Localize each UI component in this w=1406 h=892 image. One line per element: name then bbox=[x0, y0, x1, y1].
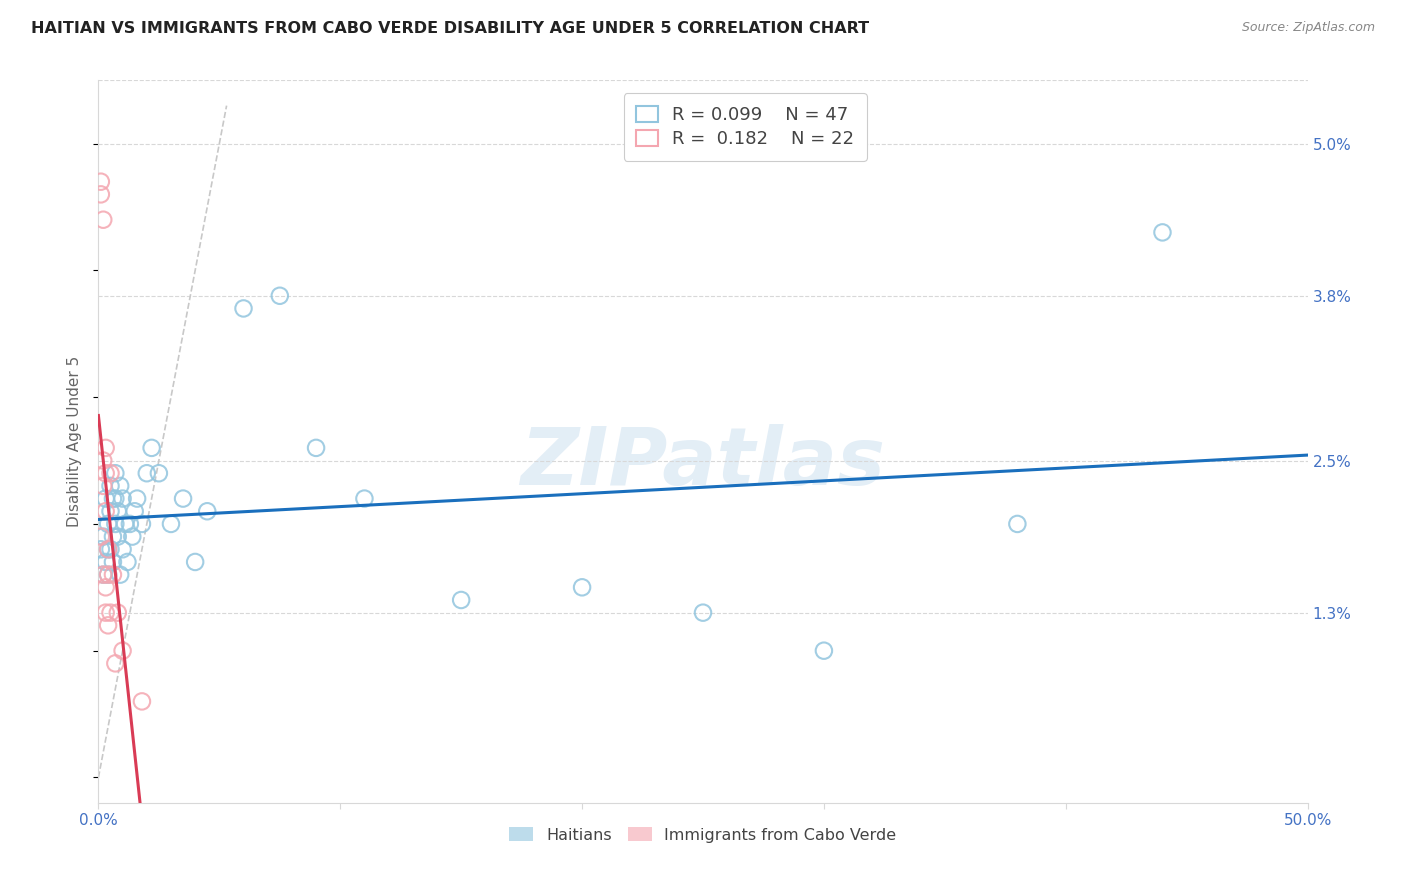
Point bbox=[107, 504, 129, 518]
Point bbox=[269, 289, 291, 303]
Point bbox=[692, 606, 714, 620]
Text: HAITIAN VS IMMIGRANTS FROM CABO VERDE DISABILITY AGE UNDER 5 CORRELATION CHART: HAITIAN VS IMMIGRANTS FROM CABO VERDE DI… bbox=[31, 21, 869, 36]
Point bbox=[94, 491, 117, 506]
Point bbox=[107, 530, 129, 544]
Point bbox=[111, 643, 134, 657]
Point bbox=[97, 618, 120, 632]
Point bbox=[571, 580, 593, 594]
Point bbox=[172, 491, 194, 506]
Point bbox=[305, 441, 328, 455]
Point bbox=[108, 479, 131, 493]
Point bbox=[104, 657, 127, 671]
Point bbox=[141, 441, 163, 455]
Point bbox=[97, 542, 120, 557]
Point bbox=[160, 516, 183, 531]
Point bbox=[91, 567, 114, 582]
Point bbox=[108, 567, 131, 582]
Point bbox=[121, 530, 143, 544]
Point bbox=[117, 555, 139, 569]
Point bbox=[100, 606, 122, 620]
Point bbox=[131, 516, 153, 531]
Text: Source: ZipAtlas.com: Source: ZipAtlas.com bbox=[1241, 21, 1375, 34]
Point bbox=[118, 516, 141, 531]
Point bbox=[91, 479, 114, 493]
Point bbox=[94, 504, 117, 518]
Point bbox=[111, 542, 134, 557]
Point bbox=[131, 694, 153, 708]
Legend: Haitians, Immigrants from Cabo Verde: Haitians, Immigrants from Cabo Verde bbox=[503, 821, 903, 849]
Point bbox=[97, 516, 120, 531]
Point bbox=[101, 555, 124, 569]
Point bbox=[450, 593, 472, 607]
Point bbox=[111, 491, 134, 506]
Point bbox=[91, 453, 114, 467]
Point bbox=[91, 567, 114, 582]
Point bbox=[100, 479, 122, 493]
Point bbox=[100, 542, 122, 557]
Text: ZIPatlas: ZIPatlas bbox=[520, 425, 886, 502]
Y-axis label: Disability Age Under 5: Disability Age Under 5 bbox=[67, 356, 83, 527]
Point bbox=[195, 504, 218, 518]
Point bbox=[91, 212, 114, 227]
Point bbox=[90, 530, 112, 544]
Point bbox=[184, 555, 207, 569]
Point bbox=[94, 580, 117, 594]
Point bbox=[94, 606, 117, 620]
Point bbox=[100, 467, 122, 481]
Point bbox=[90, 542, 112, 557]
Point bbox=[101, 530, 124, 544]
Point bbox=[101, 567, 124, 582]
Point bbox=[1152, 226, 1174, 240]
Point bbox=[100, 504, 122, 518]
Point bbox=[813, 643, 835, 657]
Point bbox=[127, 491, 149, 506]
Point bbox=[353, 491, 375, 506]
Point bbox=[90, 175, 112, 189]
Point bbox=[104, 491, 127, 506]
Point bbox=[135, 467, 157, 481]
Point bbox=[104, 516, 127, 531]
Point bbox=[97, 567, 120, 582]
Point bbox=[90, 187, 112, 202]
Point bbox=[1007, 516, 1029, 531]
Point bbox=[104, 467, 127, 481]
Point bbox=[97, 542, 120, 557]
Point bbox=[107, 606, 129, 620]
Point bbox=[94, 555, 117, 569]
Point bbox=[94, 441, 117, 455]
Point bbox=[97, 567, 120, 582]
Point bbox=[148, 467, 170, 481]
Point bbox=[91, 530, 114, 544]
Point bbox=[232, 301, 254, 316]
Point bbox=[94, 467, 117, 481]
Point bbox=[124, 504, 146, 518]
Point bbox=[101, 491, 124, 506]
Point bbox=[114, 516, 136, 531]
